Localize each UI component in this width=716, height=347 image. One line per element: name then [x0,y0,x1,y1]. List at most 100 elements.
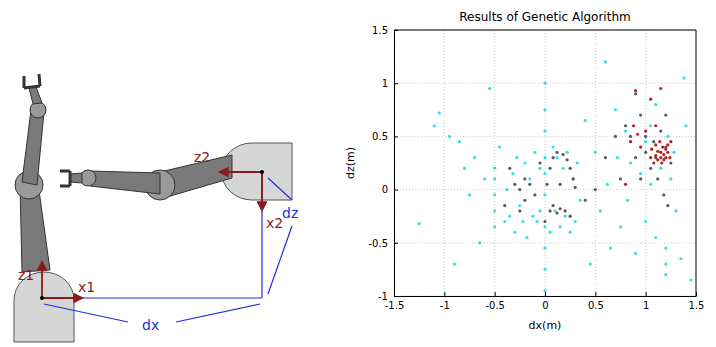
tick-mark [595,292,596,296]
tick-label: 0.5 [372,131,388,142]
point [664,148,667,151]
point [543,156,546,159]
chart: -1.5-1-0.500.511.5-1-0.500.511.5Results … [344,10,704,332]
point [538,167,541,170]
tick-mark [394,243,398,244]
grid-line-x [444,30,445,296]
tick: 0.5 [588,292,604,311]
point [584,119,587,122]
point [656,177,659,180]
point [564,209,567,212]
point [634,252,637,255]
point [574,186,577,189]
robot2-gripper [60,171,70,186]
tick: 1 [382,78,398,89]
point [528,183,531,186]
point [599,209,602,212]
point [564,215,567,218]
point [616,156,619,159]
robot2-hand [70,173,82,183]
point [664,262,667,265]
point [636,133,639,136]
point [508,215,511,218]
point [493,167,496,170]
point [569,231,572,234]
point [579,199,582,202]
point [518,209,521,212]
axis-line [395,296,697,297]
point [649,167,652,170]
point [589,262,592,265]
diagram-label: dx [142,317,159,333]
point [594,188,597,191]
point [559,207,562,210]
grid-line-x [645,30,646,296]
point [566,151,569,154]
point [656,158,659,161]
point [576,161,579,164]
point [659,151,662,154]
point [483,177,486,180]
point [666,151,669,154]
point [535,220,538,223]
point [458,140,461,143]
tick-label: 1 [382,78,388,89]
grid-line-y [394,30,696,31]
point [644,140,647,143]
point [614,135,617,138]
tick-label: 1.5 [372,25,388,36]
point [569,215,572,218]
figure: z1x1z2x2dxdz-1.5-1-0.500.511.5-1-0.500.5… [0,0,716,347]
point [543,225,546,228]
point [528,177,531,180]
tick-mark [394,190,398,191]
tick-label: -1.5 [385,300,405,311]
point [473,156,476,159]
point [639,114,642,117]
point [559,183,562,186]
tick-label: -1 [440,300,450,311]
point [672,151,675,154]
tick-label: -0.5 [368,238,388,249]
point [548,231,551,234]
point [518,188,521,191]
point [666,204,669,207]
frame-right [696,30,697,296]
x1-axis [42,297,82,299]
point [505,188,508,191]
point [543,108,546,111]
tick-mark [646,292,647,296]
y-axis: -1-0.500.511.5 [368,25,398,302]
point [644,220,647,223]
point [664,273,667,276]
point [624,129,627,132]
point [656,150,659,153]
tick-label: -0.5 [485,300,505,311]
point [523,199,526,202]
series [624,87,673,186]
diagram-label: x2 [266,215,283,231]
point [463,167,466,170]
point [533,151,536,154]
tick-label: 0 [382,184,388,195]
diagram-label: z1 [18,267,34,283]
diagram-label: z2 [194,149,210,165]
tick: 0 [382,184,398,195]
tick: -0.5 [485,292,505,311]
point [548,167,551,170]
dz-bracket [268,178,292,294]
point [433,124,436,127]
point [498,145,501,148]
point [543,220,546,223]
tick-label: 1.5 [689,300,705,311]
point [654,236,657,239]
point [669,177,672,180]
point [555,156,558,159]
z1-axis [41,262,43,298]
point [624,183,627,186]
point [659,87,662,90]
tick-label: 0 [542,300,548,311]
point [521,220,524,223]
point [548,209,551,212]
point [523,177,526,180]
